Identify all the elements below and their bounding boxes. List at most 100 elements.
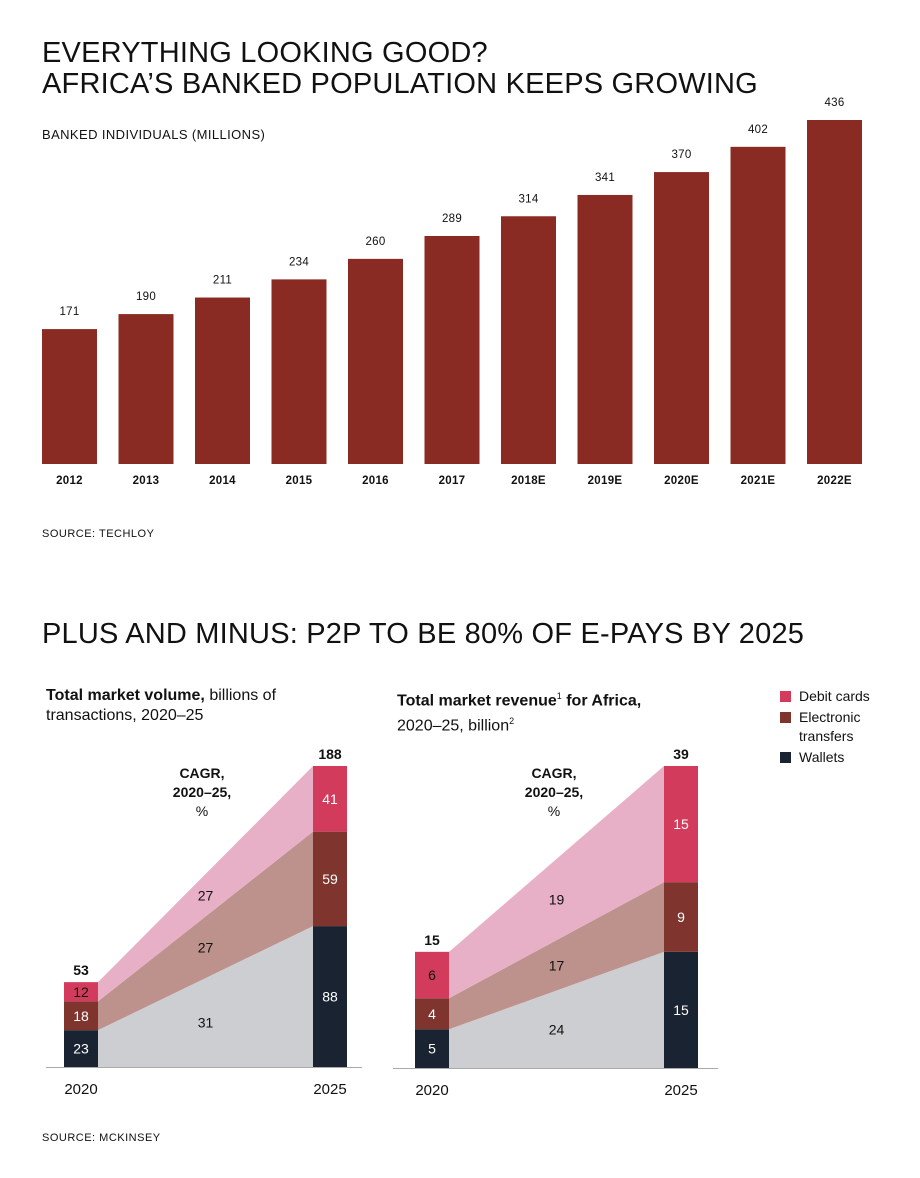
bar-segment-electronic-transfers [64,1001,98,1031]
x-tick-label: 2022E [817,475,852,487]
revenue-title-rest: 2020–25, billion [397,717,510,735]
cagr-value: 27 [198,887,214,903]
bar-segment-debit-cards [313,766,347,832]
bar-segment-electronic-transfers [313,831,347,927]
bar [348,258,403,464]
bar-segment-electronic-transfers [415,998,449,1030]
cagr-header-line2: 2020–25, [525,784,583,800]
bar-segment-debit-cards [664,766,698,883]
segment-value: 4 [428,1006,436,1022]
bar-segment-wallets [415,1029,449,1068]
bar-segment-debit-cards [415,951,449,999]
legend-item-wallets: Wallets [780,748,879,767]
x-tick-label: 2018E [511,475,546,487]
legend-swatch-electronic-transfers [780,712,791,723]
bar [42,329,97,464]
revenue-panel-title: Total market revenue1 for Africa, 2020–2… [397,686,727,737]
revenue-title-bold2: for Africa, [561,692,642,710]
legend-swatch-debit-cards [780,691,791,702]
data-label: 314 [518,193,538,205]
segment-value: 18 [73,1008,89,1024]
data-label: 289 [442,213,462,225]
legend-swatch-wallets [780,752,791,763]
area-debit-cards [98,766,313,1002]
data-label: 402 [748,124,768,136]
data-label: 171 [59,306,79,318]
chart-title-line1: EVERYTHING LOOKING GOOD? [42,37,488,69]
x-tick-label: 2014 [209,475,236,487]
cagr-header-line3: % [196,803,208,819]
bar [271,279,327,464]
volume-title-bold: Total market volume, [46,687,205,704]
bar-segment-wallets [64,1030,98,1067]
x-tick-label: 2016 [362,475,389,487]
cagr-value: 19 [549,892,565,908]
total-label: 53 [73,962,89,978]
data-label: 341 [595,172,615,184]
cagr-header-line3: % [548,803,560,819]
revenue-title-bold: Total market revenue [397,692,557,710]
bar-segment-electronic-transfers [664,882,698,952]
bar [424,235,480,464]
bar [654,172,709,464]
segment-value: 23 [73,1041,89,1057]
cagr-value: 17 [549,957,565,973]
legend-item-electronic-transfers: Electronic transfers [780,708,879,746]
revenue-title-sup2: 2 [509,716,515,727]
bar-segment-debit-cards [64,982,98,1002]
segment-value: 5 [428,1041,436,1057]
cagr-header-line1: CAGR, [179,765,224,781]
cagr-value: 24 [549,1021,565,1037]
segment-value: 15 [673,816,689,832]
data-label: 436 [824,97,844,109]
volume-title-rest: billions of transactions, 2020–25 [46,687,277,724]
segment-value: 88 [322,989,338,1005]
data-label: 260 [365,236,385,248]
volume-chart: 31 27 27 23 18 12 53 2020 88 59 41 188 2025 CAGR, 2020… [46,746,362,1098]
bar [807,120,862,464]
total-label: 188 [318,746,342,762]
x-tick-label: 2025 [313,1081,346,1098]
bar [577,194,633,464]
x-tick-label: 2012 [56,475,83,487]
segment-value: 15 [673,1002,689,1018]
data-label: 234 [289,256,309,268]
data-label: 190 [136,291,156,303]
segment-value: 9 [677,909,685,925]
x-tick-label: 2021E [741,475,776,487]
chart-title-line2: AFRICA’S BANKED POPULATION KEEPS GROWING [42,68,758,100]
source-top: SOURCE: TECHLOY [42,528,155,540]
bar-segment-wallets [664,951,698,1068]
legend-label: Electronic transfers [799,709,861,744]
x-tick-label: 2017 [439,475,466,487]
segment-value: 59 [322,871,338,887]
bar-chart: 171 2012 190 2013 211 2014 234 2015 260 2016 289 20… [42,97,862,487]
source-bottom: SOURCE: MCKINSEY [42,1132,161,1144]
area-electronic-transfers [98,831,313,1031]
cagr-value: 27 [198,939,214,955]
legend-label: Debit cards [799,688,870,704]
data-label: 370 [671,149,691,161]
bar [195,297,250,464]
segment-value: 12 [73,984,89,1000]
area-electronic-transfers [449,882,664,1030]
revenue-title-sup1: 1 [556,691,562,701]
x-tick-label: 2019E [588,475,623,487]
x-tick-label: 2020E [664,475,699,487]
bar [118,314,174,464]
bar-chart-subtitle: BANKED INDIVIDUALS (MILLIONS) [42,127,266,142]
area-wallets [449,951,664,1068]
revenue-chart: 24 17 19 5 4 6 15 2020 15 9 15 39 2025 CAGR, 2020–25,% [393,746,718,1099]
segment-value: 6 [428,967,436,983]
x-tick-label: 2020 [415,1082,448,1099]
volume-panel-title: Total market volume, billions of transac… [46,686,346,726]
total-label: 15 [424,932,440,948]
segment-value: 41 [322,791,338,807]
legend: Debit cards Electronic transfers Wallets [780,687,879,769]
area-debit-cards [449,766,664,999]
bar [501,216,556,464]
legend-label: Wallets [799,749,845,765]
cagr-header-line1: CAGR, [531,765,576,781]
legend-item-debit-cards: Debit cards [780,687,879,706]
